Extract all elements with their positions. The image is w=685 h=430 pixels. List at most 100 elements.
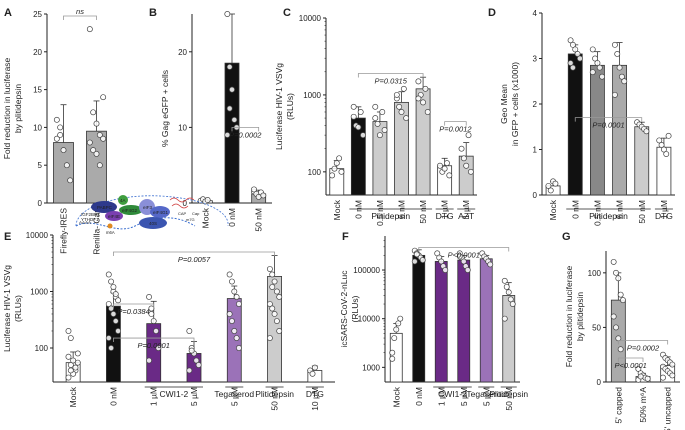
data-point — [376, 132, 383, 139]
cap-label: CAP — [178, 211, 187, 216]
data-point — [266, 266, 273, 272]
data-point — [458, 145, 465, 152]
data-point — [464, 267, 471, 273]
data-point — [620, 297, 626, 304]
x-tick-label: 1 µM — [440, 200, 450, 219]
data-point — [266, 335, 273, 341]
x-tick-label: 1 µM — [149, 387, 159, 406]
y-tick-label: 100 — [588, 269, 602, 278]
panel-a: A 0 5 10 15 20 25 Fold reduction in luciferase b… — [2, 7, 113, 255]
data-point — [574, 51, 581, 57]
y-tick-label: 0 — [38, 199, 43, 208]
eif4g2-shape — [119, 205, 143, 215]
data-point — [547, 187, 554, 194]
data-point — [269, 305, 276, 312]
y-tick-label: 1 — [533, 146, 538, 155]
x-tick-label: 0 nM — [108, 387, 118, 406]
x-tick-label: 50 nM — [270, 387, 280, 411]
eif4a-label: 4A — [120, 198, 126, 203]
bar — [458, 155, 474, 196]
data-point — [569, 41, 576, 48]
eif4g1-label: eIF4G1 — [153, 210, 169, 215]
x-tick-label: 0 nM — [227, 208, 237, 227]
y-axis-label: Fold reduction in luciferase — [564, 265, 574, 367]
data-point — [90, 109, 97, 116]
data-point — [86, 26, 93, 33]
data-point — [503, 283, 510, 290]
bar — [106, 305, 121, 383]
panel-letter: F — [342, 231, 349, 243]
x-tick-label: 10 µM — [310, 387, 320, 411]
x-tick-label: Mock — [391, 386, 401, 407]
data-point — [65, 374, 72, 381]
data-point — [57, 132, 64, 138]
y-axis-label: by plitidepsin — [13, 84, 23, 133]
data-point — [266, 301, 273, 307]
data-point — [350, 113, 357, 120]
data-point — [146, 357, 152, 364]
y-tick-label: 1000 — [30, 287, 48, 296]
data-point — [611, 41, 618, 48]
p-value: P=0.0315 — [375, 76, 408, 85]
y-tick-label: 3 — [533, 55, 538, 64]
data-point — [594, 60, 601, 67]
data-point — [260, 192, 267, 199]
data-point — [505, 289, 512, 296]
data-point — [251, 186, 257, 193]
data-point — [105, 271, 112, 278]
panel-b: B 0 10 20 % Gag eGFP + cells Mock 0 nM 50 nM P=0… — [149, 7, 272, 232]
data-point — [379, 109, 386, 115]
x-tick-label: 50 nM — [504, 387, 514, 411]
data-point — [236, 301, 242, 307]
data-point — [86, 139, 93, 146]
data-point — [424, 109, 431, 115]
data-point — [572, 46, 579, 53]
group-label: CWI1-2 — [159, 389, 188, 399]
data-point — [96, 132, 103, 138]
data-point — [67, 367, 74, 374]
data-point — [231, 288, 238, 295]
data-point — [372, 115, 379, 122]
p-value: P<0.0001 — [448, 251, 480, 260]
data-point — [96, 162, 103, 169]
data-point — [467, 168, 474, 175]
data-point — [660, 146, 667, 153]
group-label: Tegaserod — [466, 389, 506, 399]
pabpc-shape — [91, 201, 117, 213]
data-point — [72, 364, 79, 371]
panel-letter: D — [488, 7, 496, 19]
x-tick-label: 1 µM — [659, 200, 669, 219]
y-tick-label: 100000 — [353, 266, 380, 275]
data-point — [276, 328, 283, 334]
x-tick-label: 0 nM — [414, 387, 424, 406]
data-point — [444, 160, 450, 167]
significance-bracket — [113, 251, 275, 257]
p-value: P=0.0012 — [439, 125, 472, 134]
data-point — [437, 162, 443, 169]
data-point — [193, 357, 200, 364]
data-point — [112, 318, 119, 324]
ribosome-40s-shape — [139, 217, 167, 229]
data-point — [63, 162, 70, 169]
y-axis-label: Geo Mean — [499, 84, 509, 124]
y-tick-label: 10 — [178, 123, 187, 132]
data-point — [155, 345, 162, 351]
data-point — [381, 127, 388, 133]
data-point — [589, 69, 596, 76]
y-tick-label: 10 — [33, 123, 42, 132]
data-point — [224, 132, 231, 138]
m6a-mark — [107, 223, 113, 229]
data-point — [487, 261, 494, 268]
data-point — [60, 147, 67, 154]
x-tick-label: Firefly-IRES — [59, 208, 69, 254]
data-point — [567, 37, 574, 44]
data-point — [615, 275, 622, 282]
data-point — [656, 137, 663, 144]
eif4a-shape — [118, 195, 128, 205]
data-point — [224, 11, 231, 17]
group-label: DTG — [655, 211, 673, 221]
p-value: P=0.0002 — [229, 130, 262, 139]
data-point — [115, 297, 122, 304]
